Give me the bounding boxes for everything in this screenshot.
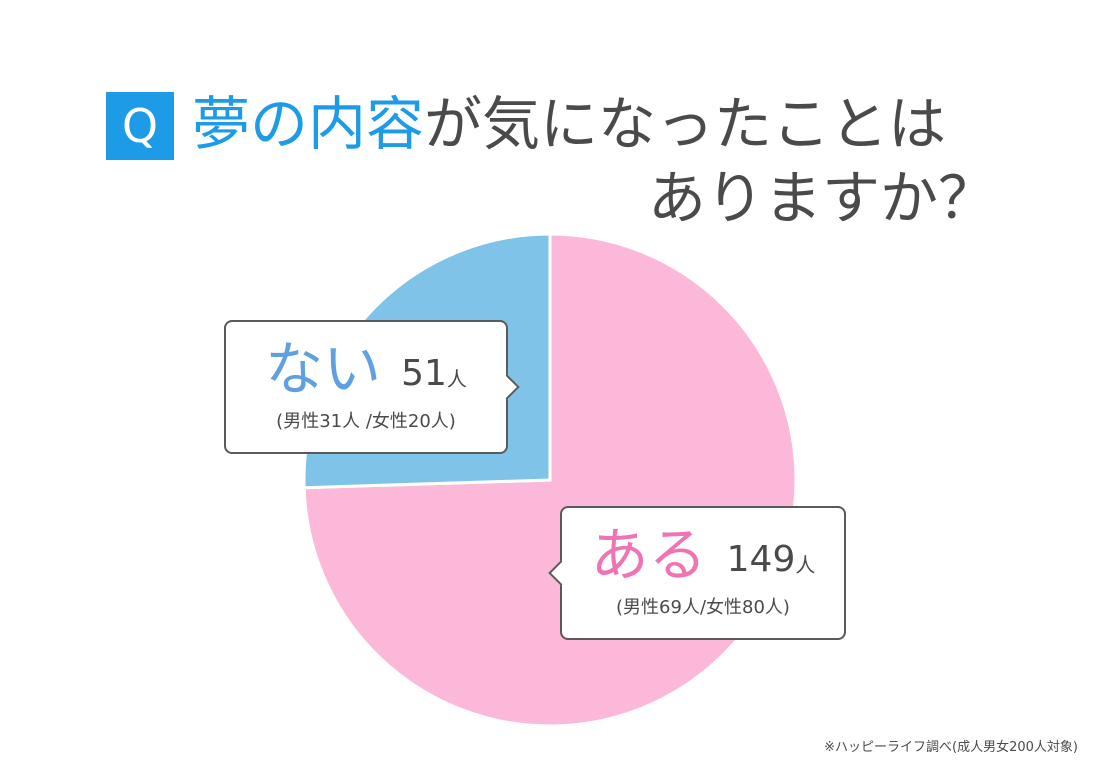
callout-nai-count: 51 <box>401 353 447 394</box>
question-title-highlight: 夢の内容 <box>192 90 425 158</box>
callout-aru: ある 149人 (男性69人/女性80人) <box>548 506 846 640</box>
callout-aru-detail: (男性69人/女性80人) <box>616 597 790 618</box>
callout-nai-unit: 人 <box>446 367 467 391</box>
pie-slices <box>302 232 798 728</box>
question-badge: Q <box>106 92 174 160</box>
question-title-line1: 夢の内容が気になったことは <box>192 88 946 160</box>
callout-aru-unit: 人 <box>795 553 816 577</box>
callout-aru-main: ある 149人 <box>562 522 844 588</box>
callout-aru-word: ある <box>590 521 707 589</box>
question-title-line2: ありますか？ <box>648 164 997 232</box>
callout-nai-detail: (男性31人 /女性20人) <box>276 411 456 432</box>
callout-nai-word: ない <box>265 335 382 403</box>
question-title-rest: が気になったことは <box>424 90 947 158</box>
callout-nai-main: ない 51人 <box>226 336 506 402</box>
callout-aru-count: 149 <box>726 539 796 580</box>
callout-nai: ない 51人 (男性31人 /女性20人) <box>224 320 520 454</box>
source-footnote: ※ハッピーライフ調べ(成人男女200人対象) <box>824 740 1078 755</box>
